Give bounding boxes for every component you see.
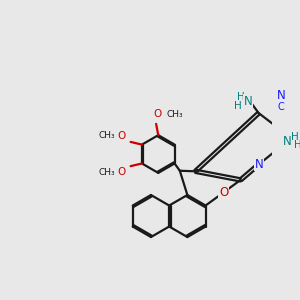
Text: O: O <box>219 185 228 199</box>
Text: O: O <box>118 167 126 177</box>
Text: O: O <box>153 110 162 119</box>
Text: CH₃: CH₃ <box>98 131 115 140</box>
Text: CH₃: CH₃ <box>98 168 115 177</box>
Text: N: N <box>244 95 253 108</box>
Text: N: N <box>283 135 292 148</box>
Text: H: H <box>234 100 242 110</box>
Text: C: C <box>277 102 284 112</box>
Text: H: H <box>237 92 245 102</box>
Text: H: H <box>291 132 298 142</box>
Text: H: H <box>294 140 300 150</box>
Text: CH₃: CH₃ <box>167 110 183 119</box>
Text: N: N <box>277 89 286 102</box>
Text: N: N <box>255 158 263 171</box>
Text: O: O <box>118 131 126 141</box>
